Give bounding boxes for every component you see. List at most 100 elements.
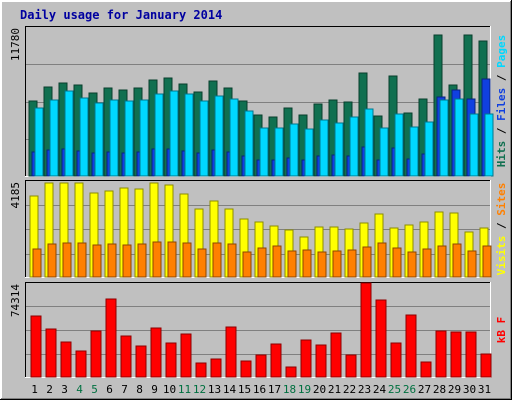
x-axis-label: 7 xyxy=(121,383,128,396)
bar-kbytes-day-30 xyxy=(465,331,477,378)
x-axis-label: 1 xyxy=(31,383,38,396)
bar-sites-day-4 xyxy=(77,242,87,278)
bar-pages-day-11 xyxy=(184,93,194,177)
x-axis-label: 27 xyxy=(418,383,431,396)
x-axis-label: 3 xyxy=(61,383,68,396)
bar-pages-day-12 xyxy=(199,100,209,177)
legend-separator: / xyxy=(495,121,508,141)
bar-kbytes-day-6 xyxy=(105,298,117,378)
bar-kbytes-day-16 xyxy=(255,354,267,378)
bar-kbytes-day-9 xyxy=(150,327,162,378)
bar-pages-day-31 xyxy=(484,113,494,177)
bar-pages-day-7 xyxy=(124,100,134,177)
bar-sites-day-7 xyxy=(122,244,132,278)
bar-kbytes-day-28 xyxy=(435,330,447,378)
x-axis-label: 20 xyxy=(313,383,326,396)
bar-kbytes-day-25 xyxy=(390,342,402,378)
bar-kbytes-day-24 xyxy=(375,299,387,378)
x-axis-label: 19 xyxy=(298,383,311,396)
bar-pages-day-3 xyxy=(64,90,74,177)
x-axis-label: 12 xyxy=(193,383,206,396)
bar-kbytes-day-8 xyxy=(135,345,147,378)
bar-kbytes-day-12 xyxy=(195,362,207,378)
bar-sites-day-29 xyxy=(452,243,462,278)
bar-sites-day-13 xyxy=(212,242,222,278)
bar-pages-day-25 xyxy=(394,113,404,177)
x-axis-label: 5 xyxy=(91,383,98,396)
legend-separator: / xyxy=(495,68,508,88)
bar-kbytes-day-26 xyxy=(405,314,417,378)
bar-pages-day-15 xyxy=(244,110,254,177)
x-axis-label: 18 xyxy=(283,383,296,396)
bar-sites-day-15 xyxy=(242,251,252,278)
bar-sites-day-30 xyxy=(467,250,477,278)
series-legend: Visits / Sites xyxy=(495,183,508,276)
bar-kbytes-day-3 xyxy=(60,341,72,378)
bar-sites-day-3 xyxy=(62,242,72,278)
bar-sites-day-14 xyxy=(227,243,237,278)
bar-pages-day-5 xyxy=(94,102,104,177)
x-axis-label: 24 xyxy=(373,383,387,396)
bar-sites-day-26 xyxy=(407,251,417,278)
x-axis-label: 9 xyxy=(151,383,158,396)
bar-sites-day-25 xyxy=(392,247,402,278)
bar-sites-day-11 xyxy=(182,242,192,278)
panel-1: 11780 Hits / Files / Pages xyxy=(9,26,508,177)
x-axis-label: 30 xyxy=(463,383,476,396)
y-axis-max-label: 11780 xyxy=(9,28,22,61)
bar-pages-day-27 xyxy=(424,121,434,177)
bar-sites-day-16 xyxy=(257,247,267,278)
x-axis-label: 6 xyxy=(106,383,113,396)
bar-sites-day-31 xyxy=(482,245,492,278)
bar-sites-day-23 xyxy=(362,246,372,278)
bar-pages-day-23 xyxy=(364,108,374,177)
chart-panels: 11780 Hits / Files / Pages 4185 Visits / Si… xyxy=(9,26,508,378)
legend-item: Files xyxy=(495,88,508,121)
bar-sites-day-17 xyxy=(272,245,282,278)
x-axis-label: 22 xyxy=(343,383,356,396)
bar-pages-day-9 xyxy=(154,93,164,177)
legend-item: Visits xyxy=(495,236,508,276)
bar-kbytes-day-22 xyxy=(345,354,357,378)
x-axis-labels: 1 2 3 4 5 6 7 8 9 10 11 12 13 14 15 16 17 18 19 20 21 22 23 24 2… xyxy=(31,383,491,396)
bar-kbytes-day-15 xyxy=(240,360,252,378)
bar-sites-day-8 xyxy=(137,243,147,278)
bar-pages-day-16 xyxy=(259,127,269,177)
bar-pages-day-10 xyxy=(169,90,179,177)
bar-pages-day-28 xyxy=(439,99,449,177)
bar-pages-day-30 xyxy=(469,113,479,177)
x-axis-label: 14 xyxy=(223,383,237,396)
bar-pages-day-1 xyxy=(34,107,44,177)
x-axis-label: 17 xyxy=(268,383,281,396)
series-legend: Hits / Files / Pages xyxy=(495,35,508,168)
y-axis-max-label: 74314 xyxy=(9,284,22,317)
x-axis-label: 21 xyxy=(328,383,341,396)
x-axis-label: 25 xyxy=(388,383,401,396)
bar-kbytes-day-20 xyxy=(315,344,327,378)
legend-separator: / xyxy=(495,216,508,236)
x-axis-label: 31 xyxy=(478,383,491,396)
bar-kbytes-day-19 xyxy=(300,339,312,378)
bar-kbytes-day-13 xyxy=(210,358,222,378)
bar-sites-day-28 xyxy=(437,245,447,278)
bar-sites-day-2 xyxy=(47,243,57,278)
bar-pages-day-22 xyxy=(349,116,359,177)
y-axis-max-label: 4185 xyxy=(9,182,22,209)
bar-kbytes-day-11 xyxy=(180,333,192,378)
bar-sites-day-24 xyxy=(377,242,387,278)
bar-kbytes-day-23 xyxy=(360,282,372,378)
bar-sites-day-22 xyxy=(347,249,357,278)
legend-item: Sites xyxy=(495,183,508,216)
series-legend: kB F xyxy=(495,317,508,344)
bar-kbytes-day-17 xyxy=(270,343,282,378)
legend-item: Pages xyxy=(495,35,508,68)
panel-2: 4185 Visits / Sites xyxy=(9,180,508,278)
graph-title: Daily usage for January 2014 xyxy=(20,8,222,22)
bar-kbytes-day-2 xyxy=(45,328,57,378)
bar-pages-day-17 xyxy=(274,127,284,177)
bar-kbytes-day-4 xyxy=(75,350,87,378)
bar-pages-day-24 xyxy=(379,127,389,177)
bar-pages-day-6 xyxy=(109,99,119,177)
